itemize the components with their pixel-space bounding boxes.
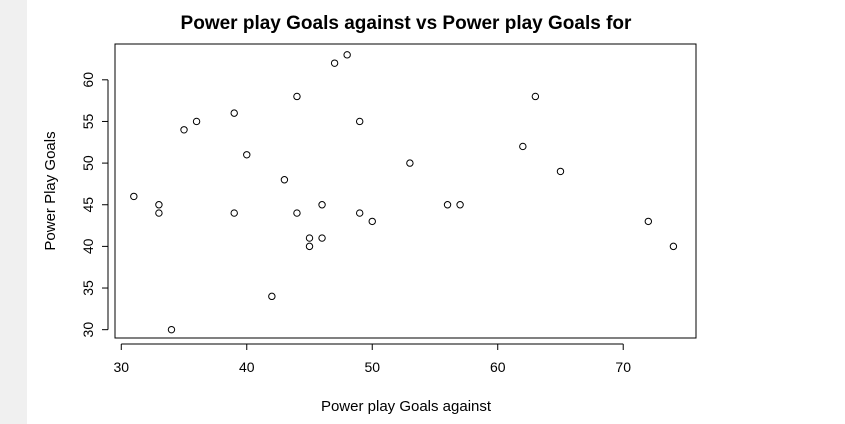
data-point — [268, 292, 276, 301]
data-point — [644, 217, 653, 226]
chart-title: Power play Goals against vs Power play G… — [181, 13, 632, 34]
data-point — [230, 209, 238, 217]
y-axis: 30 35 40 45 50 55 60 — [80, 72, 109, 338]
data-point — [130, 192, 138, 201]
data-point — [669, 242, 678, 251]
x-tick-label: 50 — [364, 359, 380, 375]
y-tick-label: 50 — [80, 155, 96, 171]
data-point — [192, 117, 201, 126]
data-point — [293, 209, 301, 217]
data-point — [330, 59, 339, 67]
data-point — [305, 242, 314, 251]
x-tick-label: 70 — [615, 359, 631, 375]
data-point — [406, 159, 414, 167]
data-point — [343, 51, 351, 59]
data-point — [456, 201, 464, 209]
y-tick-label: 60 — [80, 72, 96, 88]
plot-area-border — [114, 43, 697, 339]
y-axis-label: Power Play Goals — [42, 131, 59, 250]
x-tick-label: 60 — [490, 359, 506, 375]
x-axis-label: Power play Goals against — [321, 398, 492, 415]
data-point — [180, 126, 188, 134]
data-point — [155, 209, 163, 217]
data-point — [243, 151, 251, 159]
data-point — [355, 117, 364, 126]
y-tick-label: 55 — [80, 113, 96, 129]
data-point — [556, 167, 565, 176]
x-tick-label: 40 — [239, 359, 255, 375]
x-tick-label: 30 — [113, 359, 129, 375]
data-point — [318, 201, 326, 209]
x-axis: 30 40 50 60 70 — [113, 343, 631, 375]
data-points — [130, 51, 678, 334]
data-point — [531, 92, 540, 101]
data-point — [293, 92, 301, 101]
data-point — [318, 234, 326, 242]
data-point — [443, 201, 452, 209]
y-tick-label: 35 — [80, 280, 96, 296]
data-point — [355, 209, 364, 217]
left-gutter — [0, 0, 27, 424]
data-point — [519, 142, 527, 151]
y-tick-label: 30 — [80, 322, 96, 338]
data-point — [280, 176, 289, 184]
data-point — [368, 217, 376, 226]
data-point — [167, 325, 176, 334]
data-point — [230, 109, 238, 117]
data-point — [155, 201, 163, 209]
y-tick-label: 40 — [80, 238, 96, 254]
data-point — [305, 234, 314, 242]
y-tick-label: 45 — [80, 197, 96, 213]
